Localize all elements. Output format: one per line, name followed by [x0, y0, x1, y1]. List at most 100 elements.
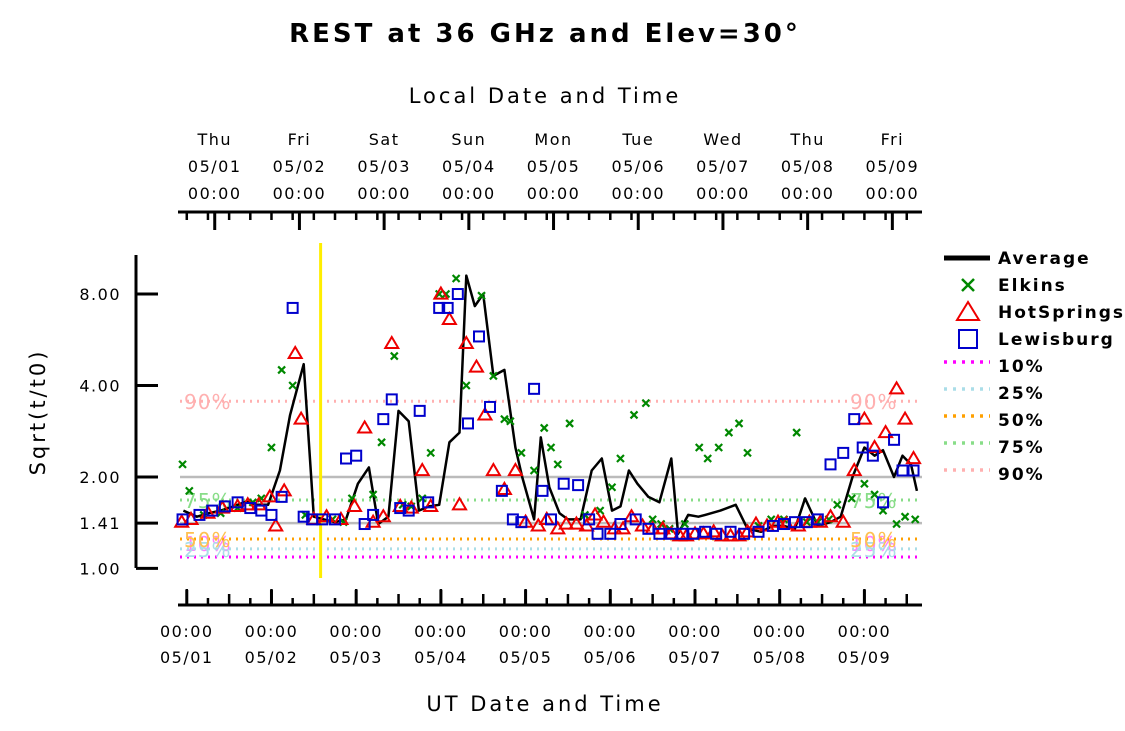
point-lewisburg — [377, 413, 390, 426]
point-lewisburg — [676, 527, 689, 540]
point-elkins — [553, 460, 563, 469]
point-lewisburg — [629, 513, 642, 526]
bottom-tick-time: 00:00 — [583, 622, 637, 641]
point-elkins — [178, 460, 187, 469]
point-elkins — [529, 466, 539, 475]
top-tick-date: 05/08 — [781, 157, 835, 176]
point-hotsprings — [856, 410, 873, 425]
percentile-label-right: 10% — [850, 532, 897, 556]
point-elkins — [629, 410, 639, 420]
point-elkins — [451, 274, 461, 283]
point-lewisburg — [528, 382, 541, 395]
point-lewisburg — [340, 452, 353, 465]
point-lewisburg — [451, 288, 464, 301]
point-hotsprings — [905, 450, 922, 465]
point-lewisburg — [394, 502, 407, 515]
point-lewisburg — [888, 433, 901, 446]
point-lewisburg — [286, 301, 299, 314]
point-lewisburg — [473, 330, 486, 343]
point-lewisburg — [591, 527, 604, 540]
legend-label: 90% — [998, 465, 1045, 485]
legend-label: Average — [998, 249, 1091, 269]
point-hotsprings — [485, 462, 502, 477]
bottom-tick-time: 00:00 — [160, 622, 214, 641]
point-elkins — [792, 428, 801, 437]
point-elkins — [426, 448, 435, 458]
point-hotsprings — [877, 424, 894, 439]
point-hotsprings — [267, 517, 284, 532]
point-lewisburg — [788, 516, 801, 529]
point-lewisburg — [866, 449, 879, 462]
point-lewisburg — [653, 527, 666, 540]
point-lewisburg — [583, 513, 596, 526]
top-tick-date: 05/09 — [866, 157, 920, 176]
point-lewisburg — [231, 496, 244, 509]
point-hotsprings — [375, 508, 392, 523]
point-lewisburg — [515, 516, 528, 529]
point-lewisburg — [433, 301, 446, 314]
point-hotsprings — [739, 523, 756, 538]
top-tick-date: 05/06 — [611, 157, 665, 176]
point-elkins — [724, 428, 734, 437]
top-tick-weekday: Thu — [789, 130, 825, 149]
point-hotsprings — [507, 462, 524, 477]
legend-swatch-lewisburg — [958, 329, 978, 349]
point-lewisburg — [176, 513, 189, 526]
point-hotsprings — [568, 515, 585, 530]
point-lewisburg — [495, 484, 508, 497]
point-lewisburg — [811, 513, 824, 526]
point-lewisburg — [316, 513, 329, 526]
point-hotsprings — [356, 419, 373, 434]
point-lewisburg — [461, 417, 474, 430]
point-lewisburg — [265, 508, 278, 521]
point-hotsprings — [747, 515, 765, 530]
top-tick-time: 00:00 — [273, 184, 327, 203]
point-elkins — [462, 381, 471, 390]
point-elkins — [277, 365, 286, 375]
point-elkins — [368, 490, 378, 499]
point-lewisburg — [837, 446, 850, 459]
point-hotsprings — [722, 527, 739, 542]
point-elkins — [616, 454, 625, 463]
point-lewisburg — [413, 404, 426, 417]
series-line-average — [182, 274, 919, 536]
point-lewisburg — [752, 525, 765, 538]
point-hotsprings — [468, 358, 485, 373]
point-elkins — [694, 443, 704, 452]
point-elkins — [288, 381, 297, 390]
bottom-tick-time: 00:00 — [753, 622, 807, 641]
point-hotsprings — [275, 482, 293, 497]
point-lewisburg — [545, 513, 557, 526]
point-elkins — [489, 371, 498, 381]
point-hotsprings — [383, 334, 401, 350]
top-tick-weekday: Sun — [451, 130, 486, 149]
point-lewisburg — [218, 500, 231, 513]
point-lewisburg — [848, 413, 861, 426]
point-lewisburg — [766, 519, 779, 532]
bottom-tick-time: 00:00 — [499, 622, 553, 641]
point-hotsprings — [261, 488, 279, 503]
point-elkins — [847, 494, 856, 503]
percentile-label-right: 50% — [850, 528, 897, 552]
top-tick-date: 05/02 — [273, 157, 327, 176]
bottom-tick-date: 05/05 — [499, 648, 553, 667]
point-lewisburg — [506, 513, 519, 526]
point-lewisburg — [367, 508, 380, 521]
top-tick-time: 00:00 — [527, 184, 581, 203]
point-lewisburg — [484, 400, 497, 413]
bottom-tick-date: 05/03 — [329, 648, 383, 667]
bottom-tick-date: 05/02 — [245, 648, 299, 667]
point-lewisburg — [572, 479, 585, 492]
point-hotsprings — [896, 410, 914, 425]
point-lewisburg — [824, 458, 837, 471]
point-hotsprings — [834, 513, 852, 528]
point-hotsprings — [414, 462, 431, 477]
point-lewisburg — [297, 510, 310, 523]
top-tick-time: 00:00 — [866, 184, 920, 203]
point-elkins — [743, 448, 752, 458]
percentile-label-left: 25% — [184, 538, 231, 562]
point-elkins — [892, 519, 901, 529]
bottom-tick-date: 05/09 — [838, 648, 892, 667]
percentile-label-left: 10% — [184, 532, 231, 556]
legend-label: HotSprings — [998, 303, 1125, 323]
